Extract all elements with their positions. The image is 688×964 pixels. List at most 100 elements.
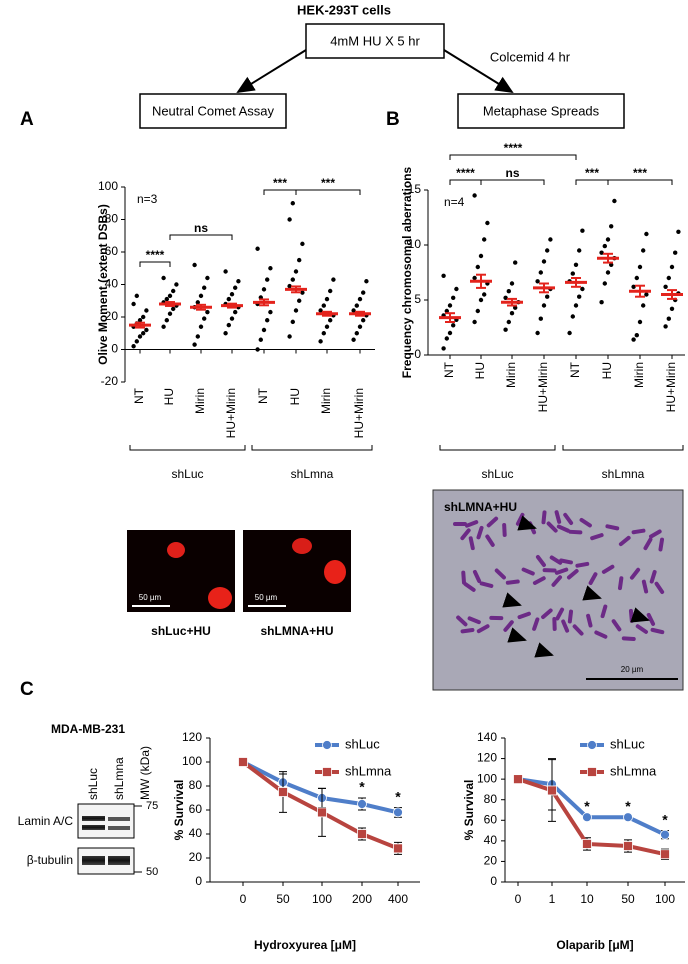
x-tick-label: 200 <box>352 892 372 906</box>
data-point <box>131 301 136 307</box>
data-point <box>300 241 305 247</box>
data-point <box>666 275 671 281</box>
chromosome <box>600 604 608 619</box>
x-tick-label: Mirin <box>319 388 333 414</box>
data-point <box>538 316 543 321</box>
data-point <box>174 282 179 287</box>
x-tick-label: 50 <box>621 892 635 906</box>
data-point <box>318 339 323 344</box>
data-point <box>171 306 176 312</box>
data-point <box>599 250 604 255</box>
data-point <box>331 277 336 282</box>
data-point <box>167 311 173 316</box>
data-point <box>131 344 136 349</box>
significance-label: *** <box>633 166 647 180</box>
data-point <box>161 324 166 329</box>
treatment-box <box>305 23 445 59</box>
group-line <box>562 445 684 451</box>
assay-label: Neutral Comet Assay <box>152 103 275 118</box>
data-point <box>570 314 575 319</box>
comet <box>208 587 232 609</box>
band <box>108 817 130 821</box>
chromosome <box>461 570 466 585</box>
y-tick-label: 40 <box>105 277 119 291</box>
data-point <box>478 297 484 303</box>
data-point <box>137 318 143 323</box>
y-axis-label: Frequency chromosomal aberrations <box>400 166 414 378</box>
data-point <box>293 269 299 274</box>
data-point <box>351 337 356 342</box>
data-point <box>580 228 585 233</box>
chromosome <box>629 567 641 580</box>
data-point <box>447 303 453 308</box>
data-point <box>354 331 359 336</box>
data-point <box>233 285 238 290</box>
chromosome <box>479 581 494 588</box>
significance-label: ns <box>505 166 519 180</box>
significance-bracket <box>139 261 171 267</box>
data-point <box>290 277 295 282</box>
data-point <box>226 296 231 302</box>
significance-bracket <box>607 179 673 185</box>
significance-label: * <box>662 811 668 827</box>
arrow <box>443 49 514 94</box>
y-axis-label: % Survival <box>462 780 476 841</box>
comet <box>292 538 312 554</box>
lane-label: shLuc <box>86 768 100 800</box>
data-point <box>164 296 169 302</box>
data-point <box>482 237 487 242</box>
data-point <box>567 330 572 336</box>
data-point <box>580 286 585 292</box>
data-point <box>287 283 292 289</box>
data-point <box>577 294 582 299</box>
data-point <box>324 296 330 302</box>
chromosome <box>468 536 475 551</box>
data-point <box>357 799 367 809</box>
data-point <box>548 237 553 242</box>
chromosome <box>643 537 653 551</box>
significance-bracket <box>295 189 361 195</box>
data-point <box>641 248 646 253</box>
panel-label: B <box>386 109 400 130</box>
data-point <box>318 308 323 313</box>
x-tick-label: NT <box>132 387 146 404</box>
data-point <box>545 248 550 253</box>
data-point <box>238 757 248 767</box>
data-point <box>324 324 330 329</box>
x-tick-label: HU+Mirin <box>224 388 238 438</box>
chromosome <box>579 517 592 528</box>
data-point <box>261 287 267 292</box>
y-tick-label: 20 <box>484 854 498 868</box>
chromosome <box>467 616 481 625</box>
chromosome <box>621 636 636 642</box>
chromosome <box>605 524 620 531</box>
data-point <box>451 295 456 300</box>
x-tick-label: 0 <box>240 892 247 906</box>
chromosome <box>617 576 624 591</box>
chromosome <box>505 579 520 585</box>
data-point <box>229 316 235 321</box>
chromosome <box>489 615 504 621</box>
treatment-label: 4mM HU X 5 hr <box>330 33 420 48</box>
data-point <box>538 270 543 275</box>
chromosome <box>588 572 598 586</box>
data-point <box>570 271 575 276</box>
data-point <box>287 334 292 339</box>
band <box>82 856 105 865</box>
x-tick-label: HU+Mirin <box>664 362 678 412</box>
significance-label: **** <box>456 166 475 180</box>
legend-label: shLmna <box>345 763 392 778</box>
significance-bracket <box>575 179 609 185</box>
chromosome <box>590 533 604 541</box>
data-point <box>223 269 228 274</box>
assay-box <box>139 93 287 129</box>
chromosome <box>561 619 570 633</box>
assay-box <box>457 93 625 129</box>
chromosome <box>460 628 475 634</box>
mw-marker: 50 <box>146 866 158 878</box>
data-point <box>195 334 200 339</box>
data-point <box>472 193 477 198</box>
y-tick-label: 5 <box>414 292 421 306</box>
band <box>82 816 105 821</box>
data-point <box>485 220 490 226</box>
